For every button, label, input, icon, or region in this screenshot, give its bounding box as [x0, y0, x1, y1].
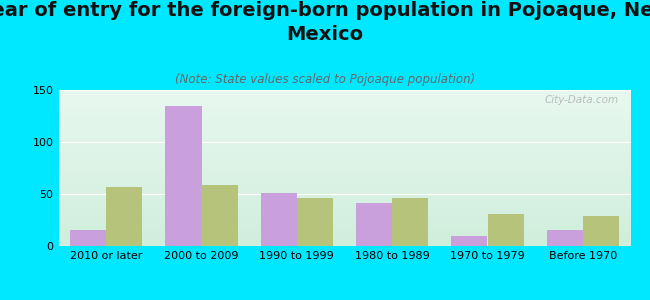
- Bar: [261, 193, 297, 246]
- Text: Year of entry for the foreign-born population in Pojoaque, New
Mexico: Year of entry for the foreign-born popul…: [0, 2, 650, 44]
- Bar: [488, 214, 524, 246]
- Text: City-Data.com: City-Data.com: [545, 95, 619, 105]
- Bar: [583, 216, 619, 246]
- Bar: [451, 236, 488, 246]
- Bar: [202, 184, 238, 246]
- Bar: [356, 203, 392, 246]
- Bar: [392, 198, 428, 246]
- Legend: Pojoaque, New Mexico: Pojoaque, New Mexico: [232, 296, 457, 300]
- Bar: [70, 230, 106, 246]
- Bar: [106, 187, 142, 246]
- Bar: [165, 106, 202, 246]
- Bar: [547, 230, 583, 246]
- Text: (Note: State values scaled to Pojoaque population): (Note: State values scaled to Pojoaque p…: [175, 74, 475, 86]
- Bar: [297, 198, 333, 246]
